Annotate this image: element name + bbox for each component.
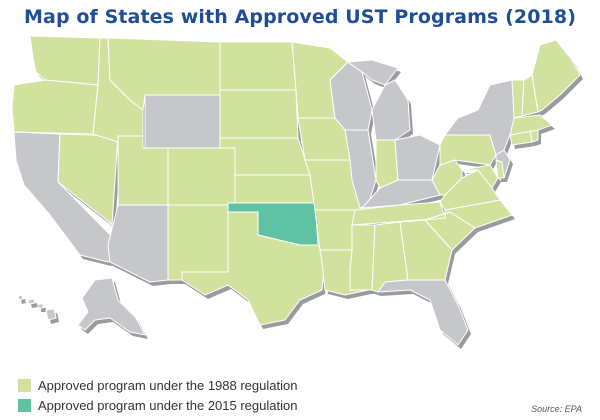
state-NC[interactable] bbox=[424, 199, 513, 229]
map-title: Map of States with Approved UST Programs… bbox=[24, 6, 576, 28]
state-AR[interactable] bbox=[314, 209, 356, 251]
state-AK[interactable] bbox=[77, 277, 146, 336]
state-IN[interactable] bbox=[375, 139, 399, 189]
state-shadow bbox=[31, 303, 38, 308]
state-WA[interactable] bbox=[29, 35, 101, 86]
state-GA[interactable] bbox=[399, 219, 453, 281]
state-AZ[interactable] bbox=[107, 204, 169, 283]
state-RI[interactable] bbox=[529, 129, 539, 143]
legend: Approved program under the 1988 regulati… bbox=[18, 376, 418, 416]
state-HI-2[interactable] bbox=[27, 298, 36, 305]
legend-swatch-2015 bbox=[18, 399, 31, 412]
state-HI-4[interactable] bbox=[45, 308, 57, 321]
state-WY[interactable] bbox=[144, 94, 221, 149]
state-HI-1[interactable] bbox=[17, 294, 24, 301]
state-KS[interactable] bbox=[234, 174, 316, 206]
state-TX[interactable] bbox=[181, 211, 326, 326]
state-HI-3[interactable] bbox=[37, 303, 44, 309]
state-NJ[interactable] bbox=[495, 149, 511, 179]
state-MD[interactable] bbox=[461, 164, 499, 189]
state-MA[interactable] bbox=[509, 114, 553, 136]
state-NM[interactable] bbox=[167, 204, 229, 281]
state-OR[interactable] bbox=[11, 79, 99, 135]
state-FL[interactable] bbox=[377, 279, 469, 346]
state-MI[interactable] bbox=[371, 79, 411, 141]
state-TN[interactable] bbox=[351, 201, 446, 226]
state-ME[interactable] bbox=[531, 39, 581, 113]
state-MI-UP[interactable] bbox=[347, 59, 399, 86]
legend-item-2015: Approved program under the 2015 regulati… bbox=[18, 396, 418, 415]
state-SD[interactable] bbox=[219, 89, 299, 139]
state-shadow bbox=[41, 308, 46, 312]
legend-label-2015: Approved program under the 2015 regulati… bbox=[38, 398, 298, 413]
legend-item-1988: Approved program under the 1988 regulati… bbox=[18, 376, 418, 395]
state-PA[interactable] bbox=[439, 134, 497, 166]
legend-swatch-1988 bbox=[18, 379, 31, 392]
source-note: Source: EPA bbox=[531, 404, 582, 414]
legend-label-1988: Approved program under the 1988 regulati… bbox=[38, 378, 298, 393]
state-shadow bbox=[21, 299, 26, 304]
us-map bbox=[11, 35, 583, 349]
state-OH[interactable] bbox=[394, 134, 441, 181]
state-CO[interactable] bbox=[167, 147, 236, 206]
state-layer bbox=[11, 35, 581, 346]
state-ND[interactable] bbox=[219, 41, 297, 91]
us-map-svg bbox=[11, 35, 583, 349]
state-MS[interactable] bbox=[349, 224, 376, 291]
